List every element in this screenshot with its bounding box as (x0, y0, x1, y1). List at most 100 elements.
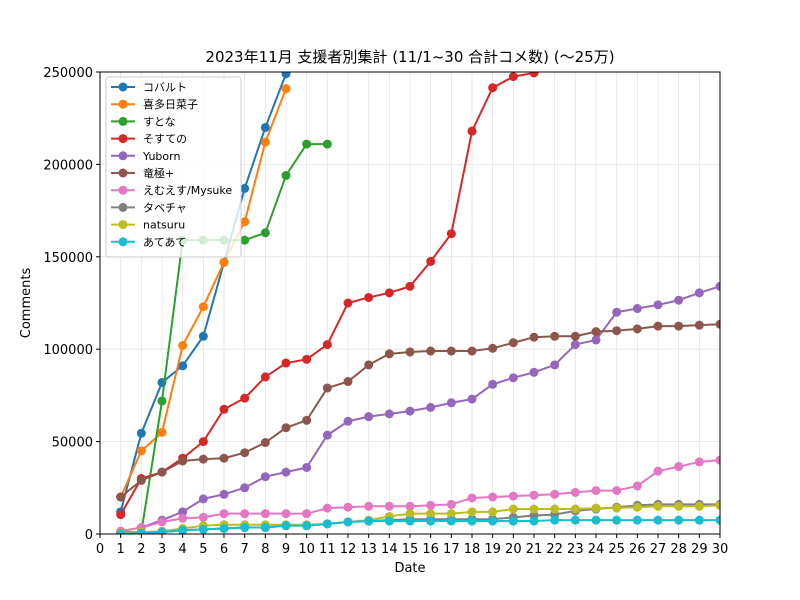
y-tick-label: 200000 (43, 158, 93, 173)
x-tick-label: 6 (220, 542, 228, 557)
data-point (322, 139, 332, 149)
data-point (467, 126, 477, 136)
data-point (364, 360, 374, 370)
x-tick-label: 2 (137, 542, 145, 557)
data-point (198, 512, 208, 522)
x-tick-label: 13 (360, 542, 377, 557)
x-tick-label: 18 (464, 542, 481, 557)
data-point (715, 515, 720, 525)
data-point (446, 398, 456, 408)
series-そすての (116, 72, 539, 520)
data-point (674, 501, 684, 511)
data-point (529, 367, 539, 377)
data-point (260, 228, 270, 238)
data-point (508, 516, 518, 526)
data-point (508, 504, 518, 514)
x-tick-label: 20 (505, 542, 522, 557)
data-point (550, 331, 560, 341)
data-point (322, 519, 332, 529)
series-喜多日菜子 (116, 84, 291, 502)
x-tick-label: 12 (340, 542, 357, 557)
data-point (591, 503, 601, 513)
data-point (508, 373, 518, 383)
data-point (405, 501, 415, 511)
chart-title: 2023年11月 支援者別集計 (11/1~30 合計コメ数) (〜25万) (205, 48, 614, 66)
data-point (632, 502, 642, 512)
data-point (467, 346, 477, 356)
data-point (612, 326, 622, 336)
data-point (570, 331, 580, 341)
data-point (281, 358, 291, 368)
data-point (384, 349, 394, 359)
legend-swatch-marker (118, 237, 128, 247)
data-point (405, 406, 415, 416)
data-point (157, 396, 167, 406)
data-point (343, 517, 353, 527)
x-tick-label: 0 (96, 542, 104, 557)
data-point (426, 509, 436, 519)
data-point (467, 507, 477, 517)
data-point (198, 302, 208, 312)
data-point (467, 394, 477, 404)
x-tick-label: 19 (484, 542, 501, 557)
data-point (488, 516, 498, 526)
data-point (674, 295, 684, 305)
data-point (426, 500, 436, 510)
data-point (694, 288, 704, 298)
data-point (281, 467, 291, 477)
data-point (384, 501, 394, 511)
data-point (694, 501, 704, 511)
data-point (302, 415, 312, 425)
data-point (157, 467, 167, 477)
y-tick-label: 100000 (43, 343, 93, 358)
data-point (281, 170, 291, 180)
data-point (240, 509, 250, 519)
data-point (653, 321, 663, 331)
data-point (343, 377, 353, 387)
data-point (694, 320, 704, 330)
data-point (302, 462, 312, 472)
data-point (612, 307, 622, 317)
data-point (715, 455, 720, 465)
data-point (508, 72, 518, 82)
data-point (281, 423, 291, 433)
data-point (240, 183, 250, 193)
x-tick-label: 24 (588, 542, 605, 557)
data-point (426, 402, 436, 412)
y-tick-label: 0 (85, 528, 93, 543)
data-point (302, 139, 312, 149)
data-point (302, 509, 312, 519)
data-point (281, 509, 291, 519)
y-axis-title: Comments (19, 268, 34, 339)
y-tick-label: 50000 (52, 436, 93, 451)
data-point (405, 347, 415, 357)
legend-swatch-marker (118, 220, 128, 230)
x-tick-label: 10 (298, 542, 315, 557)
data-point (529, 332, 539, 342)
data-point (591, 486, 601, 496)
data-point (136, 528, 146, 534)
data-point (343, 416, 353, 426)
data-point (178, 507, 188, 517)
data-point (281, 521, 291, 531)
data-point (364, 412, 374, 422)
legend-label: すとな (143, 115, 176, 128)
data-point (632, 515, 642, 525)
data-point (219, 489, 229, 499)
legend-swatch-marker (118, 168, 128, 178)
data-point (570, 340, 580, 350)
data-point (715, 281, 720, 291)
data-point (674, 462, 684, 472)
data-point (219, 509, 229, 519)
data-point (322, 383, 332, 393)
data-point (674, 321, 684, 331)
data-point (384, 409, 394, 419)
data-point (281, 84, 291, 94)
data-point (219, 453, 229, 463)
legend-swatch-marker (118, 202, 128, 212)
data-point (508, 338, 518, 348)
data-point (322, 340, 332, 350)
data-point (219, 523, 229, 533)
y-tick-label: 150000 (43, 251, 93, 266)
data-point (240, 448, 250, 458)
